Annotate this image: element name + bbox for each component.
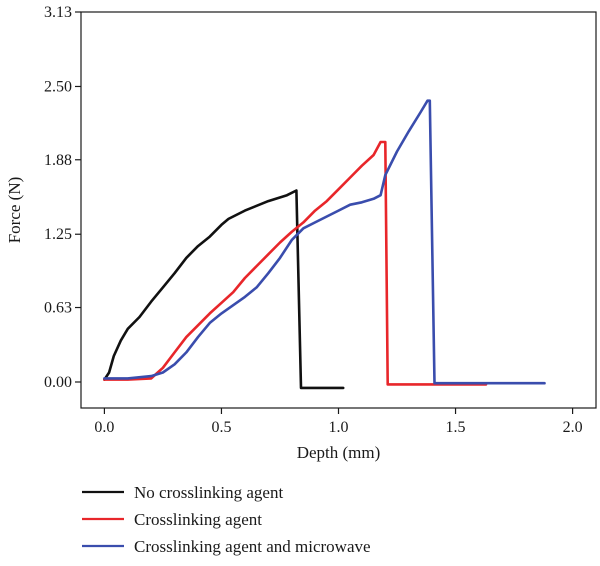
- series-line-0: [103, 189, 345, 390]
- series-line-1: [103, 140, 488, 386]
- x-tick-label: 0.0: [94, 419, 114, 436]
- axes: 0.0 0.5 1.0 1.5 2.0 0.00 0.63 1.25 1.88 2.50 3.13 D…: [5, 4, 597, 462]
- x-tick-label: 1.0: [329, 419, 349, 436]
- series-line-2: [103, 99, 546, 385]
- y-tick-label: 1.88: [44, 152, 72, 169]
- x-tick-label: 1.5: [446, 419, 466, 436]
- legend-label-0: No crosslinking agent: [134, 483, 283, 502]
- y-tick-label: 2.50: [44, 78, 72, 95]
- x-tick-label: 0.5: [211, 419, 231, 436]
- y-axis-title: Force (N): [5, 177, 24, 244]
- y-tick-label: 3.13: [44, 4, 72, 21]
- x-axis-title: Depth (mm): [297, 443, 381, 462]
- y-tick-label: 0.00: [44, 374, 72, 391]
- y-tick-label: 1.25: [44, 226, 72, 243]
- y-tick-label: 0.63: [44, 300, 72, 317]
- legend: No crosslinking agent Crosslinking agent C…: [82, 483, 371, 556]
- legend-label-1: Crosslinking agent: [134, 510, 262, 529]
- legend-label-2: Crosslinking agent and microwave: [134, 537, 371, 556]
- series-layer: [103, 99, 546, 390]
- x-tick-label: 2.0: [563, 419, 583, 436]
